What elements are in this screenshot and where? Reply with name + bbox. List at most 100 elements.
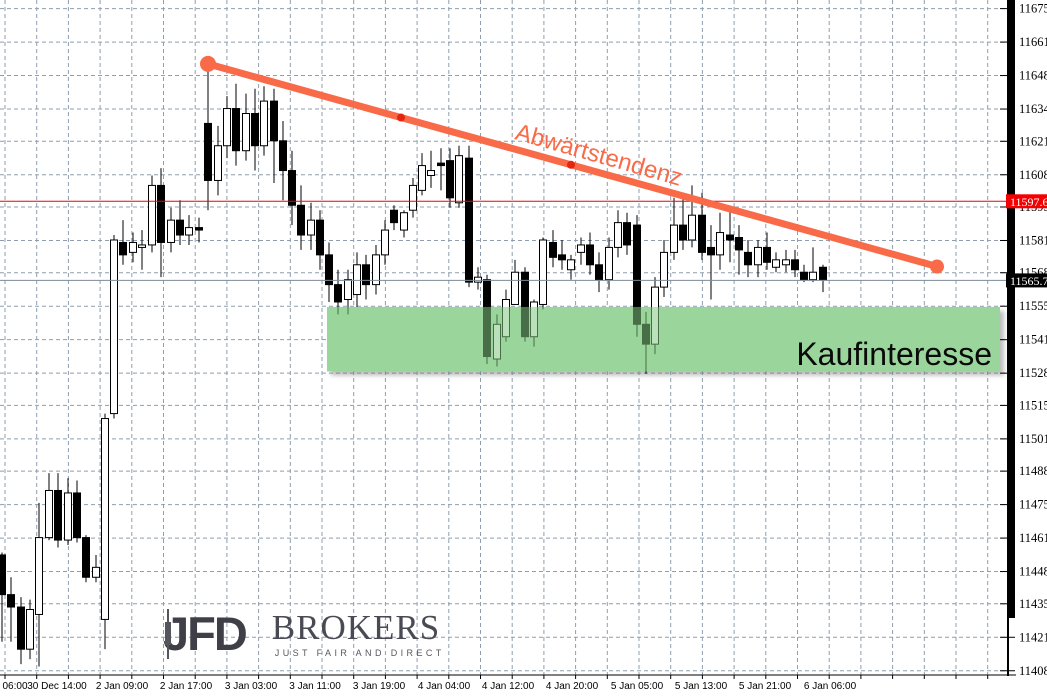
candle-body — [54, 489, 62, 541]
candle-body — [214, 145, 222, 181]
candle-body — [418, 165, 426, 191]
candle-body — [791, 259, 799, 271]
candle-body — [558, 254, 566, 261]
price-tick-label: 11661.8 — [1019, 35, 1047, 49]
zone-label: Kaufinteresse — [796, 336, 992, 372]
candle-body — [660, 251, 668, 288]
candle-body — [138, 244, 146, 248]
candle-body — [260, 100, 268, 147]
candle-body — [427, 170, 435, 177]
candle-body — [316, 219, 324, 256]
candle-body — [204, 122, 212, 181]
trendline-end-handle[interactable] — [930, 259, 944, 274]
candle-body — [623, 222, 631, 246]
trendline-dot[interactable] — [397, 113, 405, 122]
candle-body — [195, 227, 203, 231]
candle-body — [232, 108, 240, 152]
price-tags: 11597.6 11565.7 — [1006, 194, 1047, 288]
candle-body — [754, 246, 762, 266]
candle-body — [446, 160, 454, 199]
price-tick-label: 11488.8 — [1019, 464, 1047, 478]
candle-body — [7, 594, 15, 608]
jfd-brokers-logo: JFD BROKERS JUST FAIR AND DIRECT — [163, 609, 445, 659]
time-tick-label: 2 Jan 09:00 — [96, 681, 149, 692]
time-tick-label: 3 Jan 11:00 — [289, 681, 341, 692]
time-tick-label: 5 Jan 21:00 — [739, 681, 792, 692]
trendline-start-handle[interactable] — [200, 55, 216, 72]
candle-body — [605, 246, 613, 281]
candle-body — [223, 108, 231, 147]
candle-body — [26, 609, 34, 650]
candle-body — [334, 284, 342, 303]
candle-body — [800, 271, 808, 281]
candle-body — [307, 219, 315, 236]
horizontal-price-lines — [0, 200, 1007, 281]
price-tag — [1006, 273, 1047, 288]
price-tag-label: 11565.7 — [1010, 274, 1047, 288]
price-tick-label: 11475.3 — [1019, 498, 1047, 512]
candle-body — [549, 241, 557, 258]
candle-body — [381, 229, 389, 256]
price-tick-label: 11648.3 — [1019, 69, 1047, 83]
candle-body — [362, 264, 370, 286]
time-tick-label: 4 Jan 20:00 — [546, 681, 599, 692]
candle-body — [82, 537, 90, 578]
candle-body — [64, 492, 72, 541]
logo-tagline: JUST FAIR AND DIRECT — [274, 647, 445, 658]
candle-body — [614, 222, 622, 248]
time-axis[interactable]: 06:00 30 Dec 14:00 2 Jan 09:00 2 Jan 17:00 3… — [0, 674, 1016, 692]
candle-body — [716, 232, 724, 256]
candle-body — [279, 140, 287, 172]
time-tick-label: 30 Dec 14:00 — [27, 681, 87, 692]
time-tick-label: 06:00 — [2, 681, 27, 692]
candle-body — [288, 170, 296, 206]
price-tag — [1006, 194, 1047, 209]
candle-body — [0, 554, 6, 596]
candle-body — [586, 244, 594, 266]
candle-body — [782, 259, 790, 266]
candle-body — [465, 157, 473, 283]
candle-body — [157, 184, 165, 243]
candle-body — [185, 227, 193, 236]
candle-body — [353, 264, 361, 296]
candle-body — [92, 566, 100, 578]
price-tick-label: 11555.3 — [1019, 299, 1047, 313]
price-axis[interactable]: 11675.3 11661.8 11648.3 11634.8 11621.8 11608… — [1000, 0, 1047, 678]
candle-body — [474, 276, 482, 283]
price-tick-label: 11675.3 — [1019, 2, 1047, 16]
time-tick-label: 6 Jan 06:00 — [804, 681, 857, 692]
time-tick-label: 3 Jan 03:00 — [225, 681, 278, 692]
price-axis-bar[interactable] — [1007, 0, 1015, 618]
candle-body — [577, 244, 585, 253]
candle-body — [409, 184, 417, 211]
trendline-dot[interactable] — [567, 160, 575, 169]
candle-body — [17, 606, 25, 650]
price-tick-label: 11448.3 — [1019, 565, 1047, 579]
candle-body — [101, 418, 109, 620]
candle-body — [45, 489, 53, 539]
candle-body — [763, 246, 771, 263]
candle-body — [176, 219, 184, 236]
candle-body — [119, 241, 127, 256]
time-tick-label: 2 Jan 17:00 — [160, 681, 213, 692]
candle-body — [437, 162, 445, 167]
logo-brokers-text: BROKERS — [271, 607, 441, 647]
candle-body — [688, 214, 696, 241]
trendline[interactable] — [200, 55, 944, 274]
logo-jfd-text: JFD — [163, 607, 248, 660]
price-tick-label: 11435.3 — [1019, 597, 1047, 611]
candle-body — [698, 214, 706, 253]
candle-body — [129, 241, 137, 253]
candle-body — [270, 100, 278, 142]
candle-body — [539, 239, 547, 305]
candle-body — [242, 113, 250, 152]
time-tick-label: 4 Jan 12:00 — [482, 681, 535, 692]
candle-body — [110, 239, 118, 415]
price-tick-label: 11634.8 — [1019, 102, 1047, 116]
price-tick-label: 11461.8 — [1019, 531, 1047, 545]
candle-body — [148, 184, 156, 246]
candle-body — [167, 219, 175, 243]
candle-body — [35, 537, 43, 615]
